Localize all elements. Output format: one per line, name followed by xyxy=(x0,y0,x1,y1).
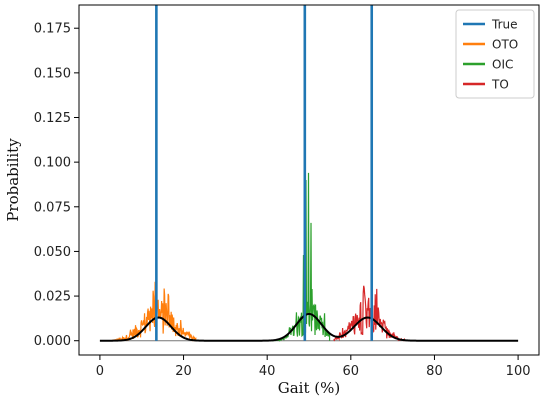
legend-label-oto: OTO xyxy=(492,38,518,52)
y-tick-label: 0.075 xyxy=(34,200,71,215)
y-tick-label: 0.150 xyxy=(34,66,71,81)
y-tick-label: 0.175 xyxy=(34,22,71,37)
x-tick-label: 40 xyxy=(259,364,276,379)
legend-label-to: TO xyxy=(491,78,509,92)
x-axis-label: Gait (%) xyxy=(278,379,340,397)
fit-curve xyxy=(99,312,519,342)
histogram-oto xyxy=(111,281,197,342)
x-axis: 0 20 40 60 80 100 xyxy=(96,355,531,379)
y-tick-label: 0.025 xyxy=(34,290,71,305)
y-axis: 0.000 0.025 0.050 0.075 0.100 0.125 0.150 0.175 xyxy=(34,22,79,349)
legend-label-oic: OIC xyxy=(492,58,513,72)
x-tick-label: 80 xyxy=(426,364,443,379)
plot-content xyxy=(99,5,519,342)
legend-box xyxy=(455,9,535,99)
y-axis-label: Probability xyxy=(4,138,22,222)
x-tick-label: 20 xyxy=(175,364,192,379)
legend: True OTO OIC TO xyxy=(455,9,535,99)
x-tick-label: 100 xyxy=(506,364,531,379)
x-tick-label: 60 xyxy=(343,364,360,379)
legend-label-true: True xyxy=(491,18,518,32)
y-tick-label: 0.050 xyxy=(34,245,71,260)
plot-frame xyxy=(78,4,540,356)
x-tick-label: 0 xyxy=(96,364,104,379)
y-tick-label: 0.125 xyxy=(34,111,71,126)
y-tick-label: 0.000 xyxy=(34,334,71,349)
y-tick-label: 0.100 xyxy=(34,156,71,171)
